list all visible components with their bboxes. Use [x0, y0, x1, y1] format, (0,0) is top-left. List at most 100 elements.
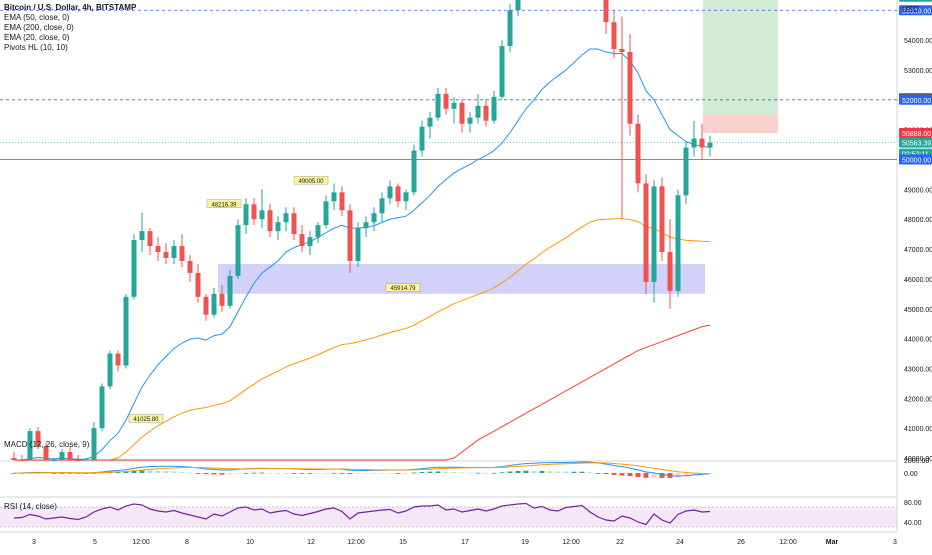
candle [43, 446, 49, 460]
pivots-legend[interactable]: Pivots HL (10, 10) [4, 43, 68, 52]
candle [707, 142, 713, 148]
candle [67, 452, 73, 460]
candle [675, 195, 681, 291]
macd-histogram-bar [571, 471, 577, 473]
price-tag-label: 50000.00 [902, 158, 931, 165]
price-tick-label: 47000.00 [904, 247, 932, 254]
macd-histogram-bar [67, 473, 73, 474]
candle [371, 213, 377, 223]
price-tick-label: 40000.00 [904, 456, 932, 463]
macd-histogram-bar [635, 473, 641, 478]
candle [483, 105, 489, 121]
macd-histogram-bar [363, 473, 369, 474]
price-tag-label: 55000.00 [902, 8, 931, 15]
macd-histogram-bar [555, 471, 561, 473]
ema-line-1 [14, 218, 711, 461]
macd-histogram-bar [499, 472, 505, 474]
candle [411, 150, 417, 193]
macd-histogram-bar [491, 472, 497, 474]
rsi-legend[interactable]: RSI (14, close) [4, 502, 57, 511]
macd-histogram-bar [459, 472, 465, 474]
symbol-title[interactable]: Bitcoin / U.S. Dollar, 4h, BITSTAMP [4, 3, 137, 12]
candle [331, 192, 337, 202]
candle [355, 228, 361, 261]
candle [459, 102, 465, 124]
candle [683, 147, 689, 196]
candle [651, 186, 657, 282]
macd-histogram-bar [531, 470, 537, 473]
candle [347, 210, 353, 261]
price-tag [899, 137, 932, 148]
pivot-label: 48216.39 [211, 202, 237, 208]
candle [699, 138, 705, 148]
macd-histogram-bar [507, 471, 513, 473]
time-tick-label: 22 [616, 539, 624, 546]
ema20-legend[interactable]: EMA (20, close, 0) [4, 33, 70, 42]
candle [395, 186, 401, 202]
macd-histogram-bar [611, 473, 617, 475]
candle [691, 138, 697, 148]
macd-histogram-bar [411, 472, 417, 474]
macd-histogram-bar [259, 472, 265, 474]
candle [315, 225, 321, 238]
candle [115, 353, 121, 366]
macd-histogram-bar [163, 470, 169, 473]
macd-histogram-bar [251, 472, 257, 474]
macd-histogram-bar [523, 470, 529, 473]
candle [83, 459, 89, 461]
macd-histogram-bar [539, 470, 545, 473]
macd-histogram-bar [91, 472, 97, 474]
ema200-legend[interactable]: EMA (200, close, 0) [4, 23, 74, 32]
time-tick-label: 12:00 [347, 539, 365, 546]
macd-histogram-bar [339, 473, 345, 474]
candle [379, 198, 385, 214]
price-tag [899, 94, 932, 105]
macd-histogram-bar [179, 472, 185, 473]
pivot-label-box [293, 175, 329, 185]
macd-histogram-bar [123, 471, 129, 473]
macd-histogram-bar [147, 470, 153, 473]
price-tag-label: 50888.00 [902, 131, 931, 138]
candle [299, 234, 305, 247]
macd-histogram-bar [427, 471, 433, 473]
macd-histogram-bar [59, 473, 65, 474]
pivot-label-box [385, 283, 421, 292]
ema50-legend[interactable]: EMA (50, close, 0) [4, 13, 70, 22]
price-tag [899, 5, 932, 16]
rsi-tick-label: 80.00 [904, 500, 922, 507]
time-tick-label: 24 [676, 539, 684, 546]
price-tag [899, 127, 932, 138]
candle [131, 240, 137, 297]
candle [243, 204, 249, 226]
price-tick-label: 42000.00 [904, 396, 932, 403]
candle [91, 428, 97, 460]
macd-histogram-bar [683, 473, 689, 477]
macd-histogram-bar [323, 473, 329, 474]
pivot-label: 45914.79 [390, 286, 416, 292]
candle [171, 246, 177, 259]
price-tick-label: 46000.00 [904, 277, 932, 284]
macd-histogram-bar [603, 473, 609, 475]
currency-label[interactable]: USD [902, 5, 919, 14]
support-zone [218, 263, 705, 294]
macd-histogram-bar [139, 470, 145, 473]
macd-histogram-bar [451, 472, 457, 473]
pivot-label: 49005.00 [298, 179, 324, 185]
macd-histogram-bar [211, 473, 217, 475]
macd-histogram-bar [651, 473, 657, 478]
candle [611, 22, 617, 50]
ema-line-2 [14, 324, 711, 461]
macd-histogram-bar [275, 472, 281, 474]
macd-histogram-bar [315, 473, 321, 474]
price-tick-label: 53000.00 [904, 68, 932, 75]
candle [147, 231, 153, 247]
macd-histogram-bar [627, 473, 633, 477]
candle [635, 123, 641, 184]
candle [419, 126, 425, 151]
time-tick-label: 10 [246, 539, 254, 546]
macd-legend[interactable]: MACD (12, 26, close, 9) [4, 440, 90, 449]
candle [619, 49, 625, 53]
candle [27, 431, 33, 460]
